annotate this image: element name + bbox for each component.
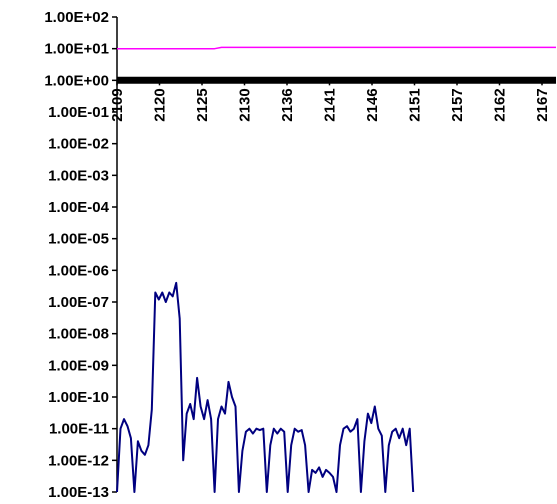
x-tick-label: 2125 bbox=[194, 88, 211, 121]
y-tick-label: 1.00E-08 bbox=[48, 326, 109, 343]
x-tick-label: 2109 bbox=[109, 88, 126, 121]
y-tick-label: 1.00E-02 bbox=[48, 136, 109, 153]
y-tick-label: 1.00E-04 bbox=[48, 199, 110, 216]
x-axis: 2109 2120 2125 2130 2136 2141 2146 2151 2157 2162… bbox=[109, 79, 556, 122]
y-tick-label: 1.00E-09 bbox=[48, 357, 109, 374]
y-tick-label: 1.00E-07 bbox=[48, 294, 109, 311]
y-tick-label: 1.00E-06 bbox=[48, 262, 109, 279]
y-tick-label: 1.00E-10 bbox=[48, 389, 109, 406]
y-axis: 1.00E+02 1.00E+01 1.00E+00 1.00E-01 1.00E-02… bbox=[44, 9, 118, 501]
y-tick-label: 1.00E+02 bbox=[44, 9, 109, 26]
x-tick-label: 2136 bbox=[279, 88, 296, 121]
x-tick-label: 2141 bbox=[322, 88, 339, 121]
x-tick-label: 2120 bbox=[152, 88, 169, 121]
series-line-1 bbox=[117, 46, 556, 50]
x-tick-label: 2146 bbox=[364, 88, 381, 121]
x-tick-label: 2162 bbox=[492, 88, 509, 121]
y-tick-label: 1.00E-03 bbox=[48, 167, 109, 184]
x-tick-label: 2157 bbox=[449, 88, 466, 121]
y-tick-label: 1.00E-11 bbox=[49, 421, 109, 438]
y-tick-label: 1.00E-12 bbox=[48, 452, 109, 469]
y-tick-label: 1.00E+01 bbox=[44, 41, 109, 58]
plot-area bbox=[116, 46, 556, 493]
x-tick-label: 2151 bbox=[407, 88, 424, 121]
x-tick-label: 2167 bbox=[534, 88, 551, 121]
y-tick-label: 1.00E-01 bbox=[48, 104, 109, 121]
y-tick-label: 1.00E-05 bbox=[48, 231, 109, 248]
y-tick-label: 1.00E+00 bbox=[44, 72, 109, 89]
y-tick-label: 1.00E-13 bbox=[48, 484, 109, 501]
x-tick-label: 2130 bbox=[237, 88, 254, 121]
series-line-3 bbox=[116, 281, 415, 493]
